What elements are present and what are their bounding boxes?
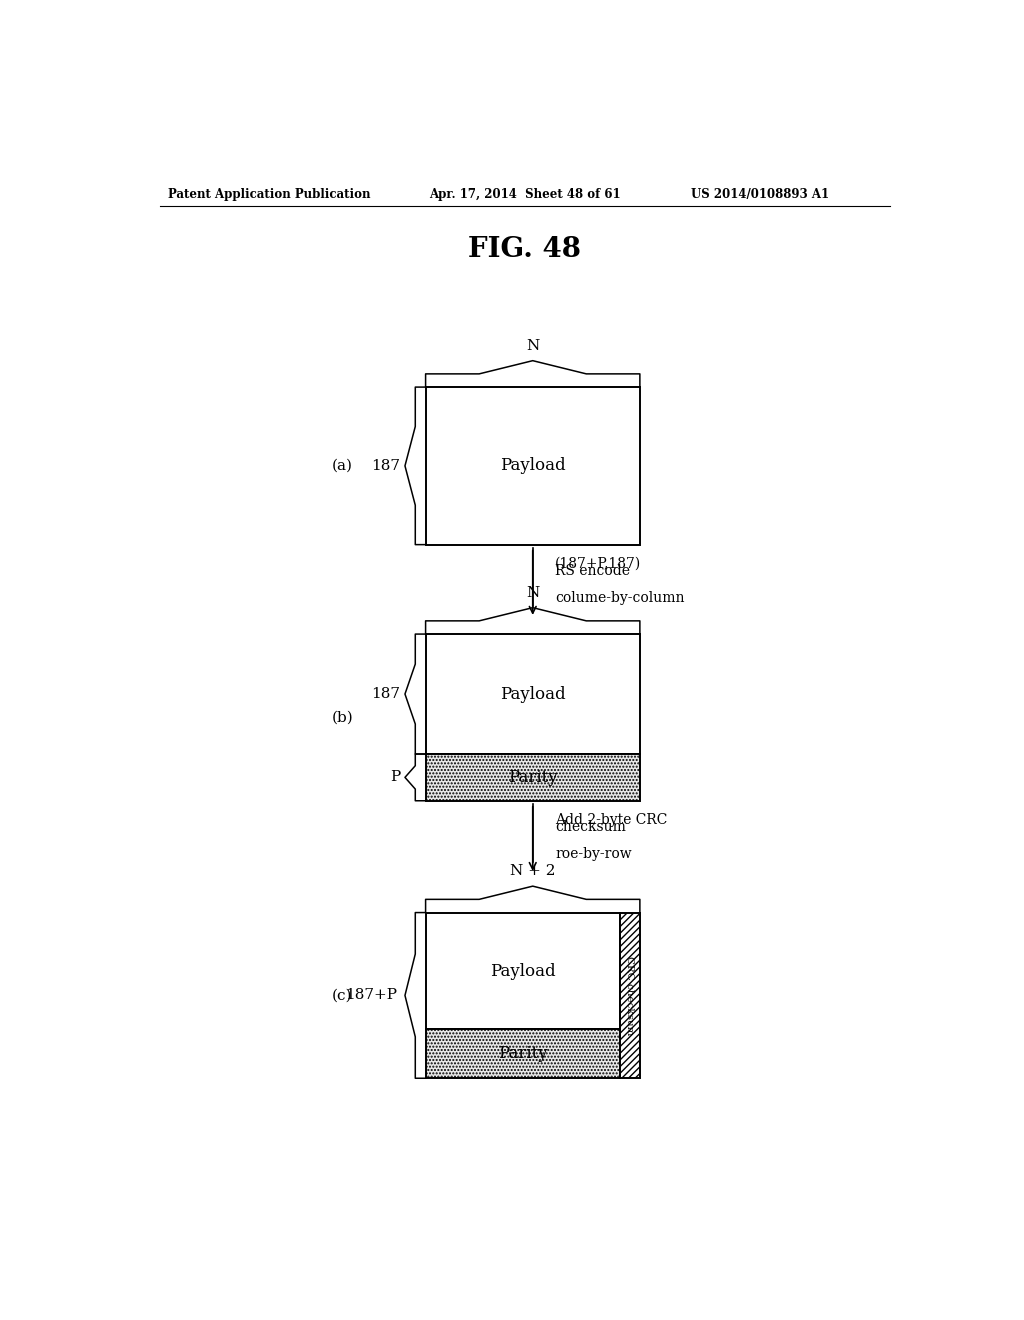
Text: CRC checksum: CRC checksum xyxy=(626,956,635,1035)
Text: (a): (a) xyxy=(332,459,353,473)
Text: (c): (c) xyxy=(332,989,352,1002)
Text: 187: 187 xyxy=(372,459,400,473)
Text: Payload: Payload xyxy=(500,685,565,702)
Bar xyxy=(426,754,640,801)
Text: Parity: Parity xyxy=(498,1045,548,1063)
Text: FIG. 48: FIG. 48 xyxy=(468,236,582,264)
Bar xyxy=(426,634,640,754)
Text: checksum: checksum xyxy=(555,820,626,834)
Text: Add 2-byte CRC: Add 2-byte CRC xyxy=(555,813,668,826)
Text: Payload: Payload xyxy=(500,457,565,474)
Bar xyxy=(620,912,640,1078)
Text: N + 2: N + 2 xyxy=(510,865,555,878)
Text: 187: 187 xyxy=(372,686,400,701)
Text: 187+P: 187+P xyxy=(345,989,397,1002)
Text: P: P xyxy=(390,771,400,784)
Text: RS encode: RS encode xyxy=(555,564,630,578)
Text: colume-by-column: colume-by-column xyxy=(555,591,684,605)
Text: Payload: Payload xyxy=(490,962,556,979)
Bar xyxy=(426,387,640,545)
Text: N: N xyxy=(526,586,540,599)
Text: Parity: Parity xyxy=(508,768,557,785)
Text: (b): (b) xyxy=(332,710,353,725)
Text: US 2014/0108893 A1: US 2014/0108893 A1 xyxy=(691,189,829,202)
Text: roe-by-row: roe-by-row xyxy=(555,847,632,861)
Text: Apr. 17, 2014  Sheet 48 of 61: Apr. 17, 2014 Sheet 48 of 61 xyxy=(430,189,622,202)
Bar xyxy=(426,1030,621,1078)
Text: N: N xyxy=(526,338,540,352)
Text: (187+P,187): (187+P,187) xyxy=(555,557,641,570)
Text: Patent Application Publication: Patent Application Publication xyxy=(168,189,371,202)
Bar xyxy=(426,912,621,1030)
